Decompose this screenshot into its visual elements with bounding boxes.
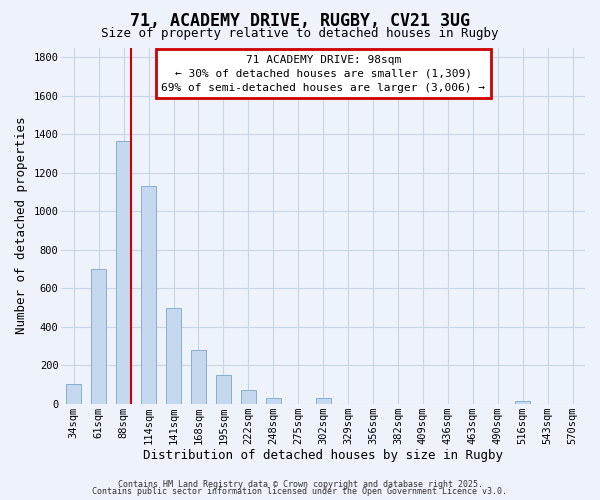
Bar [141,186,156,404]
Bar [316,398,331,404]
Bar [515,401,530,404]
Text: Contains public sector information licensed under the Open Government Licence v3: Contains public sector information licen… [92,487,508,496]
Text: 71, ACADEMY DRIVE, RUGBY, CV21 3UG: 71, ACADEMY DRIVE, RUGBY, CV21 3UG [130,12,470,30]
Text: Contains HM Land Registry data © Crown copyright and database right 2025.: Contains HM Land Registry data © Crown c… [118,480,482,489]
X-axis label: Distribution of detached houses by size in Rugby: Distribution of detached houses by size … [143,450,503,462]
Text: 71 ACADEMY DRIVE: 98sqm
← 30% of detached houses are smaller (1,309)
69% of semi: 71 ACADEMY DRIVE: 98sqm ← 30% of detache… [161,54,485,92]
Bar [191,350,206,404]
Bar [91,269,106,404]
Text: Size of property relative to detached houses in Rugby: Size of property relative to detached ho… [101,28,499,40]
Bar [166,308,181,404]
Bar [67,384,81,404]
Y-axis label: Number of detached properties: Number of detached properties [15,117,28,334]
Bar [241,390,256,404]
Bar [266,398,281,404]
Bar [116,141,131,404]
Bar [216,375,231,404]
